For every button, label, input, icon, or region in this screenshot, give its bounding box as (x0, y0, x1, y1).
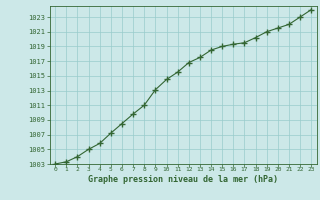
X-axis label: Graphe pression niveau de la mer (hPa): Graphe pression niveau de la mer (hPa) (88, 175, 278, 184)
